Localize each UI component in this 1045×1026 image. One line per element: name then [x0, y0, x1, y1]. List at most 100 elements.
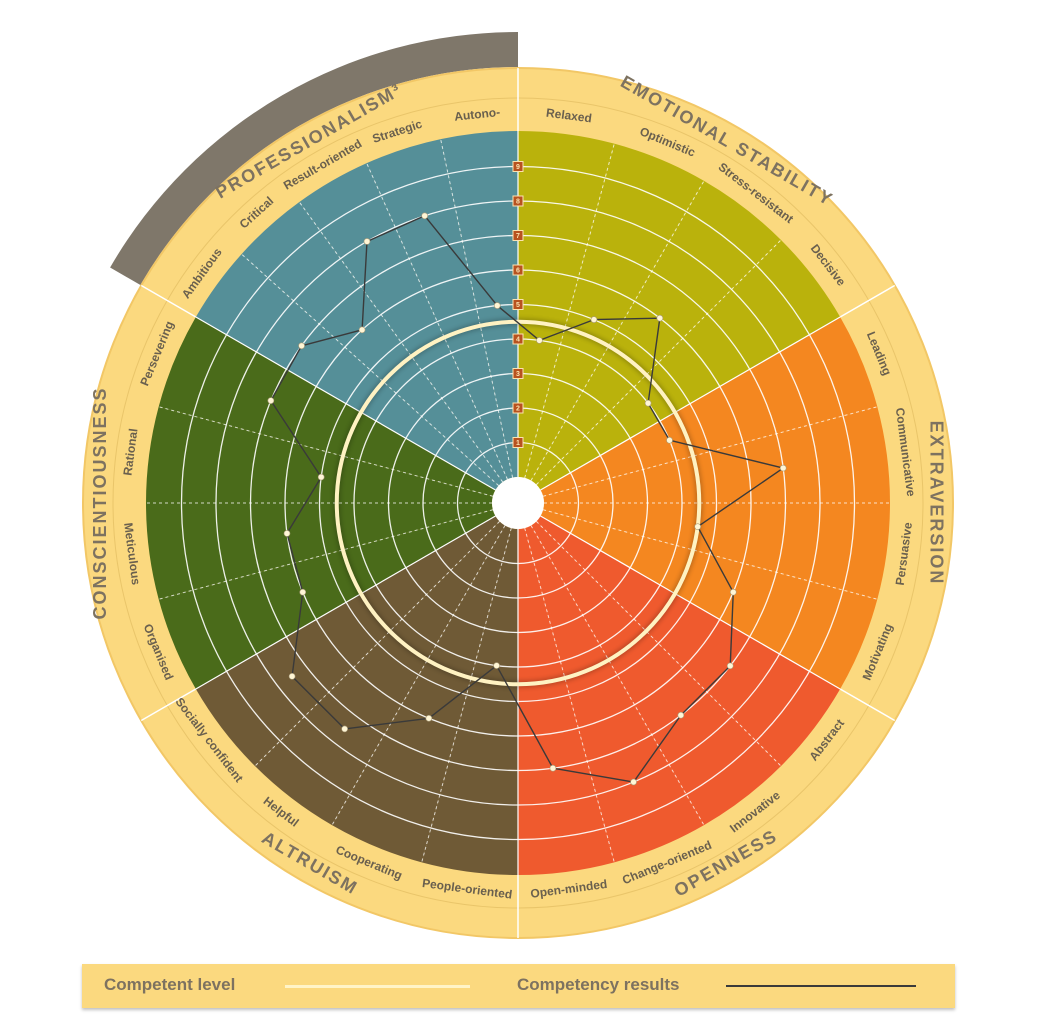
result-point — [644, 399, 652, 407]
sector-result-oriented — [299, 163, 508, 482]
scale-label-5: 5 — [516, 302, 520, 309]
spoke-critical — [241, 253, 500, 486]
scale-badge-6 — [512, 264, 524, 276]
sector-stress-resistant — [531, 180, 782, 485]
sector-open-minded — [518, 528, 615, 875]
sector-optimistic — [524, 143, 704, 481]
scale-badge-5 — [512, 299, 524, 310]
legend-competent-swatch — [285, 985, 470, 988]
spoke-optimistic — [524, 143, 615, 479]
result-point — [493, 662, 500, 669]
scale-label-4: 4 — [516, 336, 520, 343]
competency-label-autono: Autono- — [454, 105, 501, 124]
sector-people-oriented — [421, 528, 518, 875]
sector-critical — [241, 202, 503, 486]
sector-layer — [146, 131, 890, 875]
result-point — [694, 523, 701, 530]
scale-label-9: 9 — [516, 164, 520, 171]
scale-badge-8 — [512, 195, 524, 207]
spoke-motivating — [542, 509, 878, 600]
category-label-conscientiousness: CONSCIENTIOUSNESS — [90, 386, 110, 619]
result-point — [590, 316, 598, 323]
category-separator — [839, 284, 896, 318]
sector-decisive — [536, 239, 841, 490]
sector-persevering — [158, 317, 496, 497]
highlight-arc-professionalism — [110, 32, 518, 285]
scale-label-3: 3 — [516, 371, 520, 378]
scale-label-6: 6 — [516, 267, 520, 274]
sector-relaxed — [518, 131, 615, 478]
sector-change-oriented — [524, 525, 704, 863]
result-point — [298, 342, 305, 350]
spoke-autono — [440, 139, 514, 478]
scale-label-2: 2 — [516, 405, 520, 412]
sector-ambitious — [195, 254, 499, 490]
result-point — [299, 588, 307, 596]
legend-competent-label: Competent level — [104, 975, 236, 994]
sector-leading — [540, 317, 878, 497]
result-point — [421, 212, 428, 220]
legend-bar: Competent level Competency results — [82, 964, 955, 1008]
scale-label-7: 7 — [516, 233, 520, 240]
sector-autono — [440, 131, 518, 478]
result-point — [283, 530, 291, 537]
spoke-cooperating — [421, 527, 512, 863]
sector-communicative — [543, 406, 890, 503]
sector-helpful — [254, 521, 505, 826]
sector-rational — [146, 406, 493, 503]
category-label-extraversion: EXTRAVERSION — [926, 421, 946, 586]
competency-label-relaxed: Relaxed — [545, 106, 592, 126]
spoke-strategic — [366, 162, 508, 480]
scale-badge-3 — [512, 368, 524, 379]
spoke-result-oriented — [298, 201, 504, 483]
scale-layer: 1 2 3 4 5 6 7 8 9 — [512, 161, 524, 448]
sector-persuasive — [543, 503, 890, 600]
result-point — [493, 302, 501, 309]
result-point — [267, 397, 275, 404]
result-point — [536, 337, 543, 344]
spoke-helpful — [331, 525, 506, 826]
competency-label-rational: Rational — [120, 428, 140, 477]
result-point — [341, 725, 348, 733]
result-point — [363, 238, 371, 245]
sector-cooperating — [332, 525, 512, 863]
scale-badge-7 — [512, 230, 524, 241]
scale-badge-2 — [512, 402, 524, 414]
result-point — [358, 326, 366, 334]
competent-level-ring — [334, 319, 702, 687]
result-point — [317, 473, 325, 481]
center-hole — [492, 477, 544, 529]
highlight-arc-layer — [110, 32, 518, 285]
scale-badge-9 — [512, 161, 524, 172]
category-separator — [140, 688, 197, 722]
result-point — [729, 588, 737, 596]
sector-socially-confident — [195, 516, 500, 767]
result-point — [677, 711, 685, 719]
spoke-open-minded — [524, 527, 615, 863]
sector-innovative — [531, 521, 782, 826]
result-point — [425, 714, 433, 722]
spoke-stress-resistant — [530, 180, 705, 481]
spoke-change-oriented — [530, 525, 705, 826]
sector-organised — [158, 509, 496, 689]
spoke-decisive — [536, 239, 782, 485]
scale-label-8: 8 — [516, 198, 520, 205]
result-point — [288, 673, 296, 680]
legend-results-label: Competency results — [517, 975, 680, 994]
spoke-socially-confident — [254, 521, 500, 767]
competent-level-layer — [333, 318, 703, 688]
scale-badge-1 — [512, 437, 524, 448]
spoke-communicative — [542, 406, 878, 497]
legend-results-swatch — [726, 985, 916, 987]
spoke-innovative — [536, 521, 782, 767]
result-point — [549, 764, 557, 772]
category-separator — [140, 284, 197, 318]
spoke-persevering — [158, 406, 494, 497]
sector-meticulous — [146, 503, 493, 600]
scale-label-1: 1 — [516, 440, 520, 447]
results-layer — [267, 212, 787, 786]
category-separator — [839, 688, 896, 722]
result-point — [630, 778, 637, 786]
spoke-meticulous — [158, 509, 494, 600]
